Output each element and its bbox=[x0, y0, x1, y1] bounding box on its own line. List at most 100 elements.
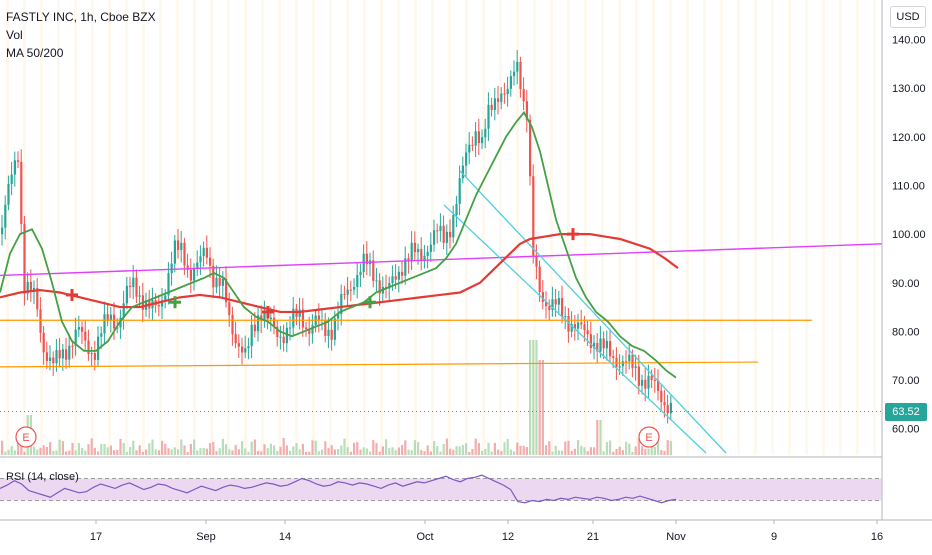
volume-bar bbox=[529, 340, 532, 455]
candle-body bbox=[596, 342, 599, 352]
candle-body bbox=[516, 61, 519, 72]
candle-body bbox=[68, 345, 71, 360]
candle-body bbox=[625, 361, 628, 363]
candle-body bbox=[423, 255, 426, 261]
session-stripe bbox=[57, 0, 60, 455]
candle-body bbox=[365, 253, 368, 265]
x-tick-label: 17 bbox=[90, 531, 102, 543]
volume-bar bbox=[356, 442, 359, 455]
candle-body bbox=[410, 242, 413, 262]
session-stripes bbox=[6, 0, 876, 455]
candle-body bbox=[644, 379, 647, 389]
volume-bar bbox=[212, 442, 215, 455]
volume-bar bbox=[228, 449, 231, 455]
indicator-lines bbox=[0, 110, 883, 454]
candle-body bbox=[138, 295, 141, 297]
candle-body bbox=[26, 281, 29, 294]
candle-body bbox=[529, 119, 532, 177]
candle-body bbox=[442, 225, 445, 243]
volume-bar bbox=[423, 451, 426, 455]
candle-body bbox=[551, 299, 554, 310]
session-stripe bbox=[40, 0, 43, 455]
session-stripe bbox=[142, 0, 145, 455]
candle-body bbox=[221, 278, 224, 286]
volume-bar bbox=[103, 444, 106, 455]
session-stripe bbox=[601, 0, 604, 455]
symbol-title: FASTLY INC, 1h, Cboe BZX bbox=[6, 10, 156, 24]
volume-bar bbox=[77, 443, 80, 455]
candle-body bbox=[660, 390, 663, 403]
candle-body bbox=[621, 361, 624, 367]
candle-body bbox=[631, 354, 634, 368]
volume-bar bbox=[193, 439, 196, 455]
volume-bar bbox=[618, 446, 621, 455]
candle-body bbox=[167, 273, 170, 296]
session-stripe bbox=[261, 0, 264, 455]
earnings-marker-label: E bbox=[22, 432, 29, 444]
candle-body bbox=[183, 242, 186, 266]
volume-bar bbox=[23, 451, 26, 455]
session-stripe bbox=[210, 0, 213, 455]
volume-bar bbox=[337, 449, 340, 455]
candle-body bbox=[657, 380, 660, 391]
candle-body bbox=[100, 333, 103, 337]
volume-bar bbox=[362, 447, 365, 455]
volume-bar bbox=[513, 451, 516, 455]
volume-bar bbox=[509, 449, 512, 455]
volume-bar bbox=[145, 449, 148, 455]
volume-bar bbox=[1, 440, 4, 455]
volume-bar bbox=[241, 441, 244, 455]
session-stripe bbox=[550, 0, 553, 455]
session-stripe bbox=[380, 0, 383, 455]
candle-body bbox=[413, 242, 416, 253]
candle-body bbox=[458, 178, 461, 204]
volume-bar bbox=[522, 445, 525, 455]
volume-bar bbox=[644, 449, 647, 455]
cross-sell bbox=[266, 305, 270, 318]
volume-bar bbox=[113, 450, 116, 455]
volume-bar bbox=[225, 444, 228, 455]
volume-bar bbox=[548, 441, 551, 455]
x-tick-label: Sep bbox=[196, 531, 216, 543]
volume-bar bbox=[653, 447, 656, 455]
candle-body bbox=[449, 231, 452, 238]
earnings-marker bbox=[15, 426, 37, 448]
price-axis-bg bbox=[882, 0, 932, 550]
session-stripe bbox=[108, 0, 111, 455]
candle-body bbox=[497, 98, 500, 102]
volume-bars bbox=[1, 340, 672, 455]
session-stripe bbox=[754, 0, 757, 455]
candle-body bbox=[586, 330, 589, 335]
volume-bar bbox=[209, 443, 212, 455]
volume-bar bbox=[599, 420, 602, 455]
candle-body bbox=[500, 93, 503, 102]
session-stripe bbox=[295, 0, 298, 455]
volume-bar bbox=[292, 446, 295, 455]
cross-buy bbox=[173, 296, 177, 309]
candle-body bbox=[548, 306, 551, 310]
volume-bar bbox=[340, 445, 343, 455]
volume-bar bbox=[308, 451, 311, 455]
candle-body bbox=[305, 327, 308, 330]
volume-bar bbox=[327, 447, 330, 455]
candle-body bbox=[61, 349, 64, 359]
volume-bar bbox=[157, 450, 160, 455]
ma200-line bbox=[0, 233, 679, 314]
candle-body bbox=[193, 268, 196, 281]
session-stripe bbox=[686, 0, 689, 455]
candle-body bbox=[189, 269, 192, 281]
volume-bar bbox=[202, 447, 205, 455]
currency-button[interactable]: USD bbox=[890, 6, 926, 28]
candle-body bbox=[106, 314, 109, 321]
candle-body bbox=[324, 319, 327, 336]
volume-bar bbox=[461, 445, 464, 455]
candle-body bbox=[634, 366, 637, 368]
candle-body bbox=[461, 165, 464, 179]
session-stripe bbox=[788, 0, 791, 455]
volume-bar bbox=[199, 448, 202, 455]
candle-body bbox=[42, 332, 45, 353]
candle-body bbox=[109, 314, 112, 321]
candle-body bbox=[420, 249, 423, 261]
